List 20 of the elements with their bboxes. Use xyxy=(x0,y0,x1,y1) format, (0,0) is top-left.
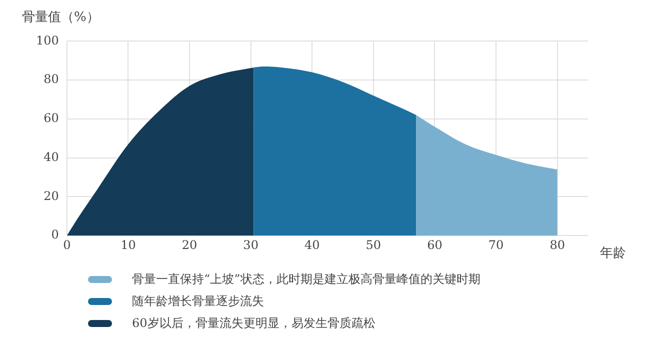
x-tick-label: 20 xyxy=(182,238,198,252)
y-axis-title: 骨量值（%） xyxy=(22,9,100,26)
legend-label: 随年龄增长骨量逐步流失 xyxy=(132,292,264,310)
x-tick-label: 40 xyxy=(304,238,320,252)
y-tick-label: 80 xyxy=(44,72,59,86)
y-tick-label: 0 xyxy=(51,228,59,242)
y-tick-label: 20 xyxy=(44,188,59,203)
y-tick-label: 40 xyxy=(44,150,59,164)
x-tick-label: 0 xyxy=(63,238,71,252)
x-tick-label: 70 xyxy=(488,238,504,252)
y-tick-label: 100 xyxy=(36,33,59,48)
legend-label: 60岁以后，骨量流失更明显，易发生骨质疏松 xyxy=(132,314,376,332)
x-tick-label: 10 xyxy=(120,238,136,252)
y-tick-label: 60 xyxy=(44,111,59,126)
x-axis-title: 年龄 xyxy=(600,245,626,262)
x-tick-label: 50 xyxy=(366,238,382,252)
legend-label: 骨量一直保持“上坡”状态，此时期是建立极高骨量峰值的关键时期 xyxy=(132,270,480,288)
x-tick-label: 60 xyxy=(427,238,442,252)
x-tick-label: 30 xyxy=(243,238,258,252)
x-tick-label: 80 xyxy=(550,238,565,252)
